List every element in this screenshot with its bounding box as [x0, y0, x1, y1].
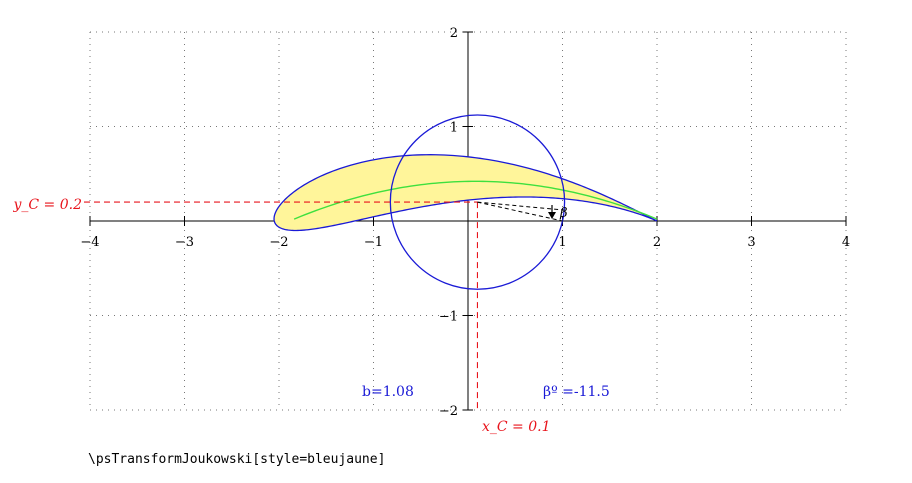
x-tick-label: −3	[175, 235, 194, 250]
transform-circle	[389, 114, 566, 290]
beta-value-label: βº =-11.5	[543, 384, 610, 400]
beta-line-radius	[477, 201, 563, 222]
x-tick-label: −1	[364, 235, 383, 250]
labels: −4 −3 −2 −1 1 2 3 4 −2 −1 1 2 y_C = 0.2 x_C = 0.1 b=1.…	[12, 26, 850, 435]
x-tick-label: 1	[558, 235, 566, 250]
y-tick-label: −2	[439, 404, 458, 419]
airfoil-profile	[273, 154, 658, 232]
camber-line	[293, 180, 658, 220]
y-tick-label: 2	[450, 26, 458, 41]
axes	[89, 31, 847, 411]
x-tick-label: 3	[747, 235, 755, 250]
b-label: b=1.08	[362, 384, 414, 400]
y-tick-label: −1	[439, 310, 458, 325]
x-tick-label: −2	[269, 235, 288, 250]
beta-symbol: β	[559, 206, 568, 221]
shapes	[84, 114, 658, 410]
beta-arrow-head	[548, 212, 556, 219]
x-tick-label: −4	[80, 235, 99, 250]
beta-line-horizontal	[477, 201, 565, 211]
caption-command: \psTransformJoukowski[style=bleujaune]	[88, 452, 386, 467]
x-tick-label: 2	[653, 235, 661, 250]
x-tick-label: 4	[842, 235, 850, 250]
yc-label: y_C = 0.2	[12, 197, 82, 213]
y-tick-label: 1	[450, 121, 458, 136]
xc-label: x_C = 0.1	[482, 419, 551, 435]
